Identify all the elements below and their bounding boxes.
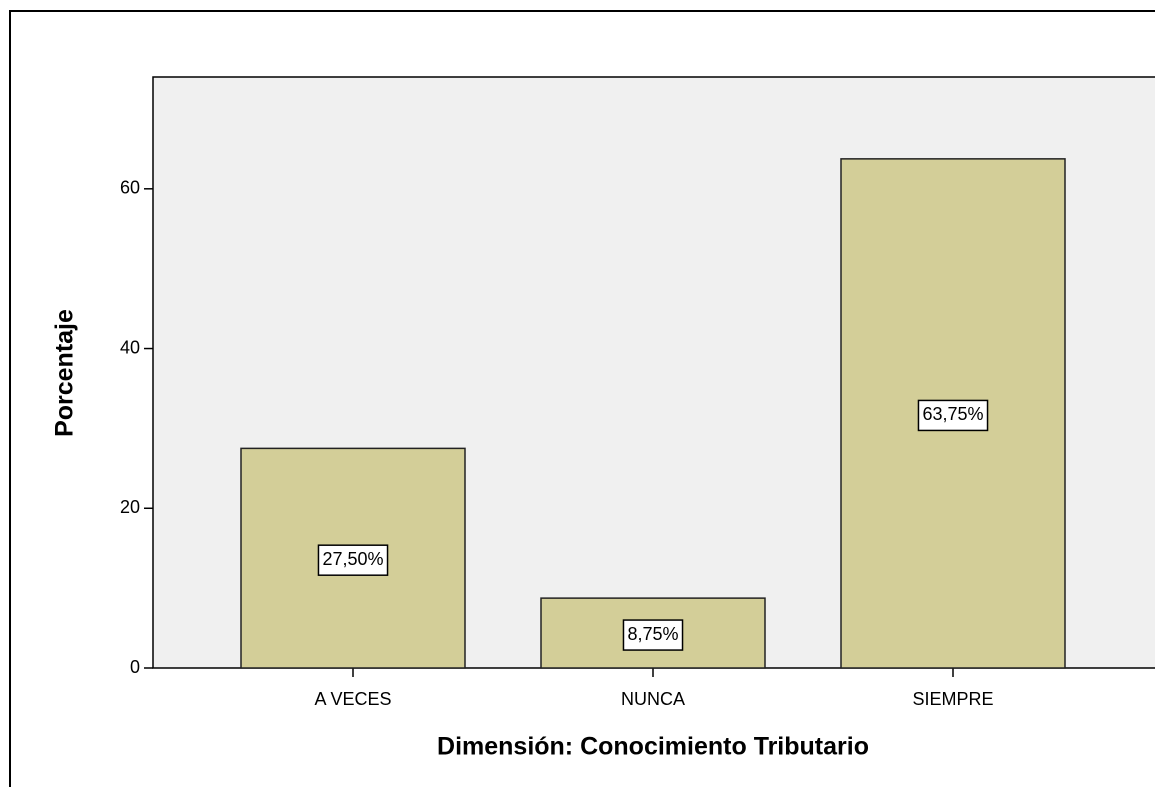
y-tick-label: 60 [120,178,140,198]
value-label-box [917,399,989,432]
value-label: 8,75% [627,624,678,644]
y-tick-label: 40 [120,337,140,357]
x-axis-title: Dimensión: Conocimiento Tributario [437,733,869,761]
x-tick-label: A VECES [314,689,391,709]
y-axis-title: Porcentaje [51,309,79,437]
value-label: 63,75% [922,404,983,424]
x-tick-label: NUNCA [621,689,685,709]
value-label-box [622,619,684,651]
value-label-box [317,544,389,576]
y-tick-label: 0 [130,657,140,677]
x-tick-label: SIEMPRE [912,689,993,709]
value-label: 27,50% [322,549,383,569]
y-tick-label: 20 [120,497,140,517]
